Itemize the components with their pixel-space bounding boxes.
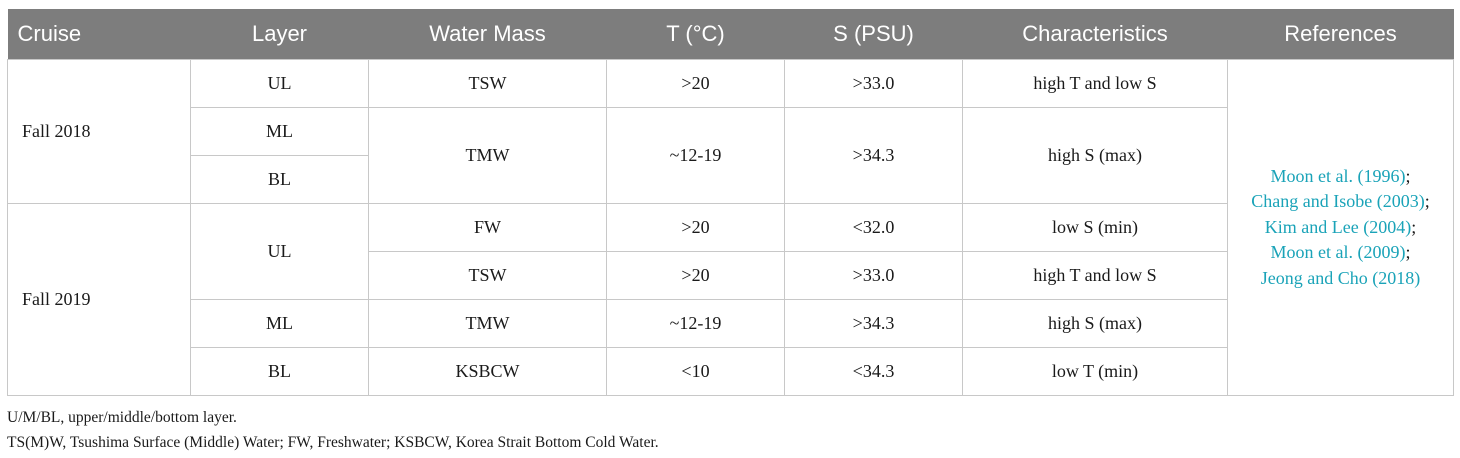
reference-separator: ;	[1424, 191, 1430, 212]
characteristics-cell: high S (max)	[962, 299, 1228, 348]
characteristics-cell: high T and low S	[962, 59, 1228, 108]
temperature-cell: <10	[606, 347, 785, 396]
header-references: References	[1227, 9, 1454, 60]
table-row: TSW >20 >33.0 high T and low S	[8, 251, 1454, 300]
reference-link[interactable]: Kim and Lee (2004)	[1264, 216, 1412, 237]
reference-item: Chang and Isobe (2003);	[1234, 189, 1447, 215]
reference-link[interactable]: Moon et al. (1996)	[1270, 165, 1406, 186]
header-cruise: Cruise	[7, 9, 191, 60]
water-mass-cell: TMW	[368, 299, 607, 348]
table-footnotes: U/M/BL, upper/middle/bottom layer. TS(M)…	[7, 405, 1453, 455]
reference-item: Moon et al. (2009);	[1234, 240, 1447, 266]
water-mass-cell: FW	[368, 203, 607, 252]
salinity-cell: <34.3	[784, 347, 963, 396]
header-temperature: T (°C)	[606, 9, 785, 60]
salinity-cell: >34.3	[784, 299, 963, 348]
temperature-cell: >20	[606, 203, 785, 252]
table-row: ML TMW ~12-19 >34.3 high S (max)	[8, 299, 1454, 348]
footnote-abbreviation-water-masses: TS(M)W, Tsushima Surface (Middle) Water;…	[7, 434, 659, 451]
temperature-cell: ~12-19	[606, 107, 785, 204]
water-mass-table: Cruise Layer Water Mass T (°C) S (PSU) C…	[7, 9, 1454, 396]
salinity-cell: >34.3	[784, 107, 963, 204]
temperature-cell: ~12-19	[606, 299, 785, 348]
table-container: Cruise Layer Water Mass T (°C) S (PSU) C…	[7, 9, 1454, 455]
layer-cell: BL	[190, 155, 369, 204]
salinity-cell: >33.0	[784, 59, 963, 108]
characteristics-cell: high T and low S	[962, 251, 1228, 300]
reference-separator: ;	[1405, 165, 1411, 186]
header-row: Cruise Layer Water Mass T (°C) S (PSU) C…	[7, 9, 1454, 60]
reference-link[interactable]: Chang and Isobe (2003)	[1251, 191, 1425, 212]
layer-cell: ML	[190, 107, 369, 156]
temperature-cell: >20	[606, 251, 785, 300]
characteristics-cell: high S (max)	[962, 107, 1228, 204]
header-layer: Layer	[190, 9, 369, 60]
layer-cell: UL	[190, 59, 369, 108]
table-row: BL KSBCW <10 <34.3 low T (min)	[8, 347, 1454, 396]
table-row: ML TMW ~12-19 >34.3 high S (max)	[8, 107, 1454, 204]
reference-separator: ;	[1405, 242, 1411, 263]
layer-cell: UL	[190, 203, 369, 300]
table-row: Fall 2018 UL TSW >20 >33.0 high T and lo…	[7, 59, 1454, 396]
water-mass-cell: TSW	[368, 251, 607, 300]
reference-separator: ;	[1411, 216, 1417, 237]
characteristics-cell: low T (min)	[962, 347, 1228, 396]
reference-item: Jeong and Cho (2018)	[1234, 266, 1447, 292]
references-cell: Moon et al. (1996); Chang and Isobe (200…	[1227, 59, 1454, 396]
layer-cell: BL	[190, 347, 369, 396]
cruise-cell: Fall 2018	[7, 59, 191, 204]
footnote-abbreviation-layers: U/M/BL, upper/middle/bottom layer.	[7, 409, 237, 426]
characteristics-cell: low S (min)	[962, 203, 1228, 252]
temperature-cell: >20	[606, 59, 785, 108]
header-salinity: S (PSU)	[784, 9, 963, 60]
table-row: BL	[8, 155, 1454, 204]
reference-item: Kim and Lee (2004);	[1234, 215, 1447, 241]
reference-item: Moon et al. (1996);	[1234, 164, 1447, 190]
salinity-cell: <32.0	[784, 203, 963, 252]
water-mass-cell: TMW	[368, 107, 607, 204]
layer-cell: ML	[190, 299, 369, 348]
table-row: Fall 2019 UL FW >20 <32.0 low S (min)	[7, 203, 1454, 396]
reference-link[interactable]: Jeong and Cho (2018)	[1260, 267, 1421, 288]
water-mass-cell: KSBCW	[368, 347, 607, 396]
water-mass-cell: TSW	[368, 59, 607, 108]
salinity-cell: >33.0	[784, 251, 963, 300]
header-water-mass: Water Mass	[368, 9, 607, 60]
reference-link[interactable]: Moon et al. (2009)	[1270, 242, 1406, 263]
cruise-cell: Fall 2019	[7, 203, 191, 396]
header-characteristics: Characteristics	[962, 9, 1228, 60]
